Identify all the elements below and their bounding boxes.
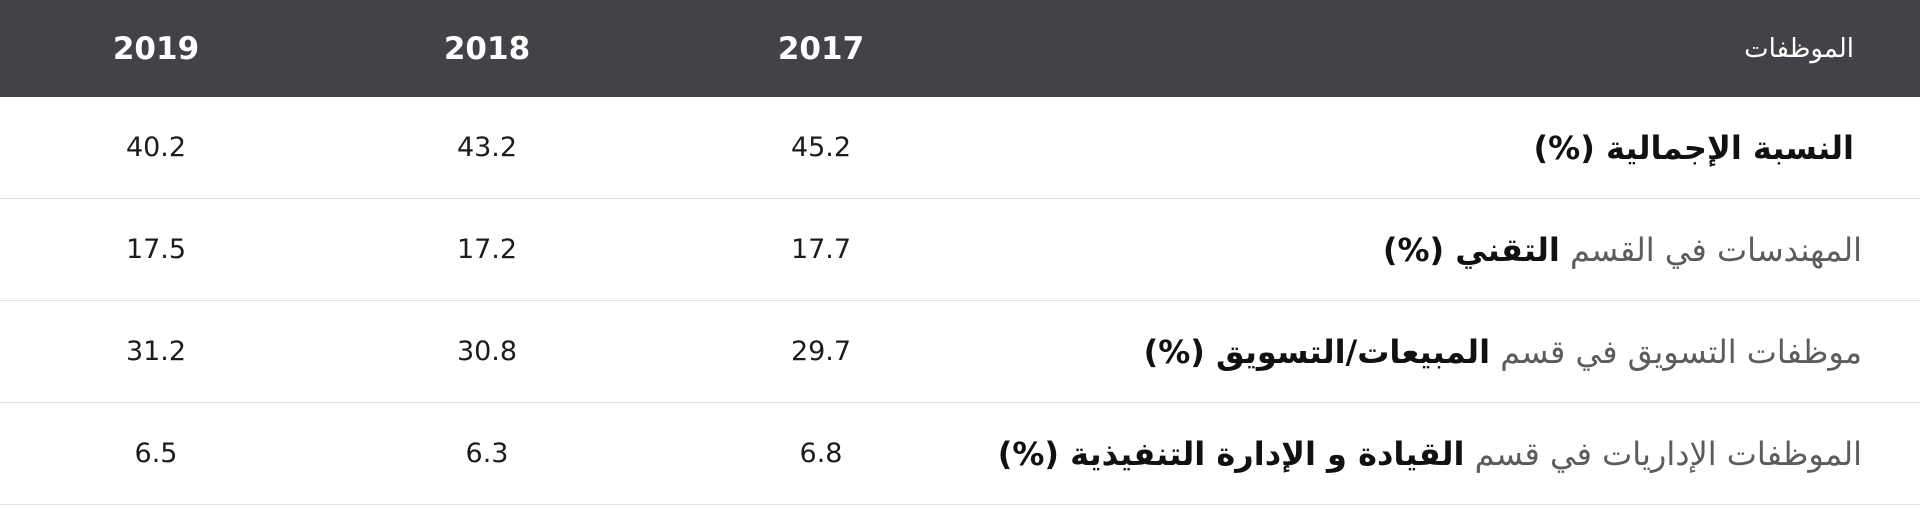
- row-label-bold: النسبة الإجمالية (%): [1533, 128, 1854, 167]
- cell-2019: 40.2: [125, 132, 187, 163]
- cell-2017: 17.7: [790, 234, 852, 265]
- table-row: 17.5 17.2 17.7 المهندسات في القسم التقني…: [0, 199, 1920, 301]
- row-label-plain: موظفات التسويق في قسم: [1500, 332, 1862, 371]
- table-row: 40.2 43.2 45.2 النسبة الإجمالية (%): [0, 97, 1920, 199]
- row-label-bold: القيادة و الإدارة التنفيذية (%): [997, 434, 1465, 473]
- cell-2017: 45.2: [790, 132, 852, 163]
- header-year-2017: 2017: [777, 30, 865, 67]
- row-label-plain: المهندسات في القسم: [1569, 230, 1862, 269]
- table-header: 2019 2018 2017 الموظفات: [0, 0, 1920, 97]
- row-label-bold: التقني (%): [1382, 230, 1560, 269]
- cell-2018: 6.3: [465, 438, 509, 469]
- row-label-plain: الموظفات الإداريات في قسم: [1474, 434, 1862, 473]
- row-label-bold: المبيعات/التسويق (%): [1143, 332, 1491, 371]
- table-row: 31.2 30.8 29.7 موظفات التسويق في قسم الم…: [0, 301, 1920, 403]
- cell-2017: 6.8: [799, 438, 843, 469]
- row-label: المهندسات في القسم التقني (%): [1383, 199, 1862, 300]
- cell-2019: 17.5: [125, 234, 187, 265]
- cell-2018: 43.2: [456, 132, 518, 163]
- cell-2019: 31.2: [125, 336, 187, 367]
- cell-2019: 6.5: [134, 438, 178, 469]
- table-row: 6.5 6.3 6.8 الموظفات الإداريات في قسم ال…: [0, 403, 1920, 505]
- cell-2018: 30.8: [456, 336, 518, 367]
- row-label: الموظفات الإداريات في قسم القيادة و الإد…: [998, 403, 1862, 504]
- header-year-2019: 2019: [112, 30, 200, 67]
- cell-2017: 29.7: [790, 336, 852, 367]
- header-year-2018: 2018: [443, 30, 531, 67]
- row-label: موظفات التسويق في قسم المبيعات/التسويق (…: [1144, 301, 1862, 402]
- cell-2018: 17.2: [456, 234, 518, 265]
- row-label: النسبة الإجمالية (%): [1534, 97, 1854, 198]
- header-label: الموظفات: [1744, 33, 1854, 64]
